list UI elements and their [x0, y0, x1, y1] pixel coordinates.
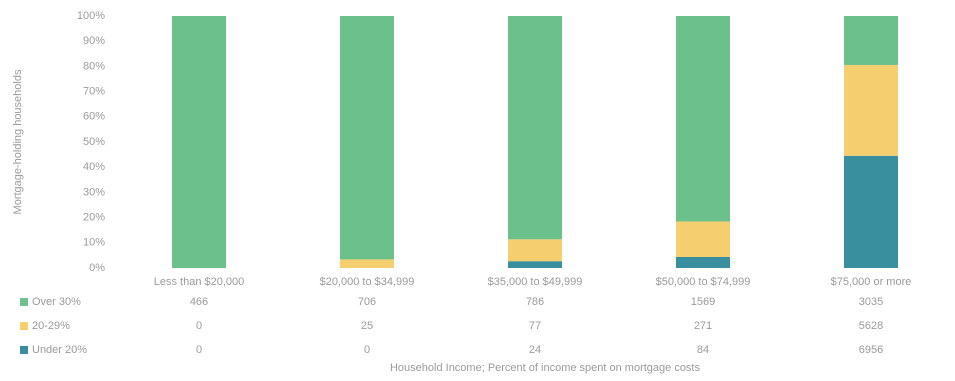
- y-tick-label: 50%: [83, 136, 105, 148]
- y-tick-label: 70%: [83, 86, 105, 98]
- table-value: 5628: [859, 320, 883, 332]
- y-tick-label: 20%: [83, 212, 105, 224]
- legend-label: Over 30%: [32, 296, 81, 308]
- x-tick-label: $50,000 to $74,999: [656, 276, 751, 288]
- table-value: 3035: [859, 296, 883, 308]
- y-tick-label: 10%: [83, 237, 105, 249]
- bar-segment: [508, 261, 562, 268]
- x-tick-label: Less than $20,000: [154, 276, 245, 288]
- table-value: 77: [529, 320, 541, 332]
- bar-segment: [844, 155, 898, 268]
- bar-segment: [340, 259, 394, 268]
- y-tick-label: 80%: [83, 60, 105, 72]
- table-value: 24: [529, 344, 541, 356]
- bar-segment: [844, 16, 898, 65]
- x-tick-label: $75,000 or more: [831, 276, 912, 288]
- table-value: 0: [196, 320, 202, 332]
- y-tick-label: 30%: [83, 186, 105, 198]
- y-axis-label: Mortgage-holding households: [12, 69, 24, 214]
- x-axis-label: Household Income; Percent of income spen…: [390, 362, 701, 374]
- table-value: 1569: [691, 296, 715, 308]
- bar-segment: [676, 256, 730, 268]
- table-value: 786: [526, 296, 544, 308]
- bar-segment: [676, 16, 730, 222]
- y-tick-label: 0%: [89, 262, 105, 274]
- x-tick-label: $35,000 to $49,999: [488, 276, 583, 288]
- table-value: 6956: [859, 344, 883, 356]
- legend-swatch: [20, 298, 28, 306]
- bar-segment: [508, 16, 562, 240]
- legend-swatch: [20, 346, 28, 354]
- table-value: 271: [694, 320, 712, 332]
- y-tick-label: 90%: [83, 35, 105, 47]
- y-tick-label: 60%: [83, 111, 105, 123]
- bar-segment: [508, 239, 562, 262]
- y-tick-label: 40%: [83, 161, 105, 173]
- x-tick-label: $20,000 to $34,999: [320, 276, 415, 288]
- legend-label: 20-29%: [32, 320, 70, 332]
- legend-swatch: [20, 322, 28, 330]
- table-value: 25: [361, 320, 373, 332]
- table-value: 466: [190, 296, 208, 308]
- bar-segment: [676, 221, 730, 257]
- bar-segment: [844, 64, 898, 156]
- legend-label: Under 20%: [32, 344, 87, 356]
- table-value: 706: [358, 296, 376, 308]
- table-value: 0: [196, 344, 202, 356]
- y-tick-label: 100%: [77, 10, 105, 22]
- table-value: 0: [364, 344, 370, 356]
- table-value: 84: [697, 344, 709, 356]
- bar-segment: [340, 16, 394, 260]
- bar-segment: [172, 16, 226, 268]
